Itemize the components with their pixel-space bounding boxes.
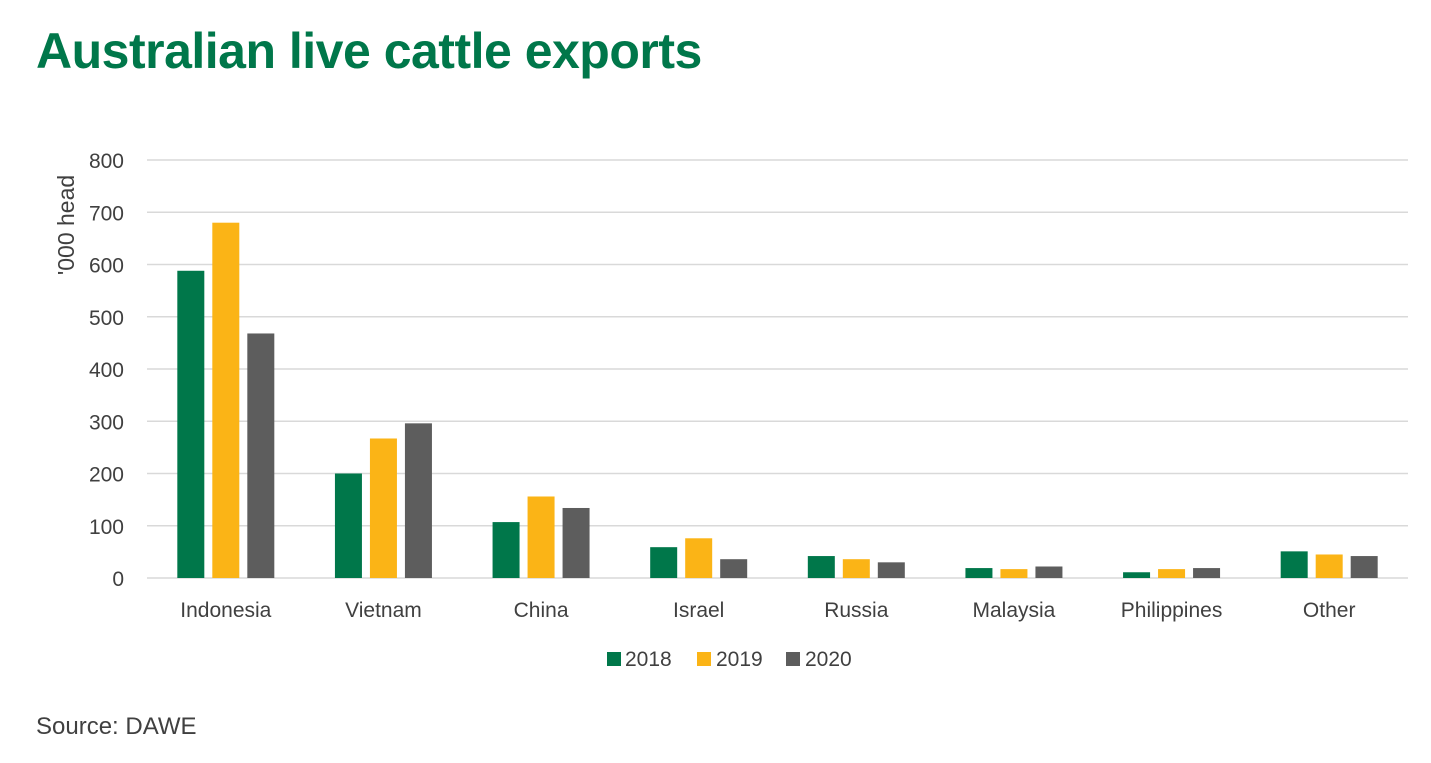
x-tick-label: China [514, 599, 569, 622]
bar-2020-russia [877, 562, 905, 578]
bar-2018-philippines [1123, 572, 1151, 578]
x-tick-label: Russia [824, 599, 889, 622]
y-tick-label: 600 [89, 255, 124, 278]
bar-2020-china [562, 507, 590, 578]
bar-2019-china [527, 496, 555, 578]
x-tick-label: Other [1303, 599, 1356, 622]
x-tick-label: Philippines [1121, 599, 1223, 622]
bar-2018-china [492, 522, 520, 578]
bar-2019-vietnam [369, 438, 397, 578]
bar-2018-other [1280, 551, 1308, 578]
bar-2020-israel [720, 559, 748, 578]
y-tick-label: 100 [89, 516, 124, 539]
bar-2019-philippines [1158, 569, 1186, 578]
bar-2020-indonesia [247, 333, 275, 578]
source-note: Source: DAWE [36, 713, 197, 740]
bar-2019-israel [685, 538, 713, 578]
bar-2018-vietnam [334, 473, 362, 578]
y-tick-label: 500 [89, 307, 124, 330]
x-tick-label: Indonesia [180, 599, 271, 622]
x-tick-label: Malaysia [973, 599, 1056, 622]
y-tick-label: 700 [89, 202, 124, 225]
bar-2020-malaysia [1035, 566, 1063, 578]
bar-2019-other [1315, 554, 1343, 578]
legend-swatch-2020 [786, 652, 800, 666]
bar-2018-indonesia [177, 270, 205, 578]
x-tick-label: Vietnam [345, 599, 422, 622]
legend-swatch-2018 [607, 652, 621, 666]
y-tick-label: 400 [89, 359, 124, 382]
y-tick-label: 800 [89, 150, 124, 173]
legend-label-2019: 2019 [716, 648, 763, 671]
bar-2019-malaysia [1000, 569, 1028, 578]
bar-2018-malaysia [965, 568, 993, 578]
legend-label-2020: 2020 [805, 648, 852, 671]
x-tick-label: Israel [673, 599, 724, 622]
y-tick-label: 0 [112, 568, 124, 591]
bar-2018-russia [807, 556, 835, 578]
bar-2018-israel [650, 547, 678, 578]
y-axis-label: '000 head [53, 175, 79, 275]
legend-swatch-2019 [697, 652, 711, 666]
y-tick-label: 300 [89, 411, 124, 434]
bar-2019-indonesia [212, 222, 240, 578]
bar-chart: 0 100 200 300 400 500 600 700 800 '000 head Indone… [53, 150, 1408, 671]
bar-2019-russia [842, 559, 870, 578]
bar-2020-philippines [1193, 568, 1221, 578]
legend-label-2018: 2018 [625, 648, 672, 671]
chart-title: Australian live cattle exports [36, 23, 702, 79]
bar-2020-other [1350, 556, 1378, 578]
y-tick-label: 200 [89, 464, 124, 487]
bar-2020-vietnam [404, 423, 432, 578]
